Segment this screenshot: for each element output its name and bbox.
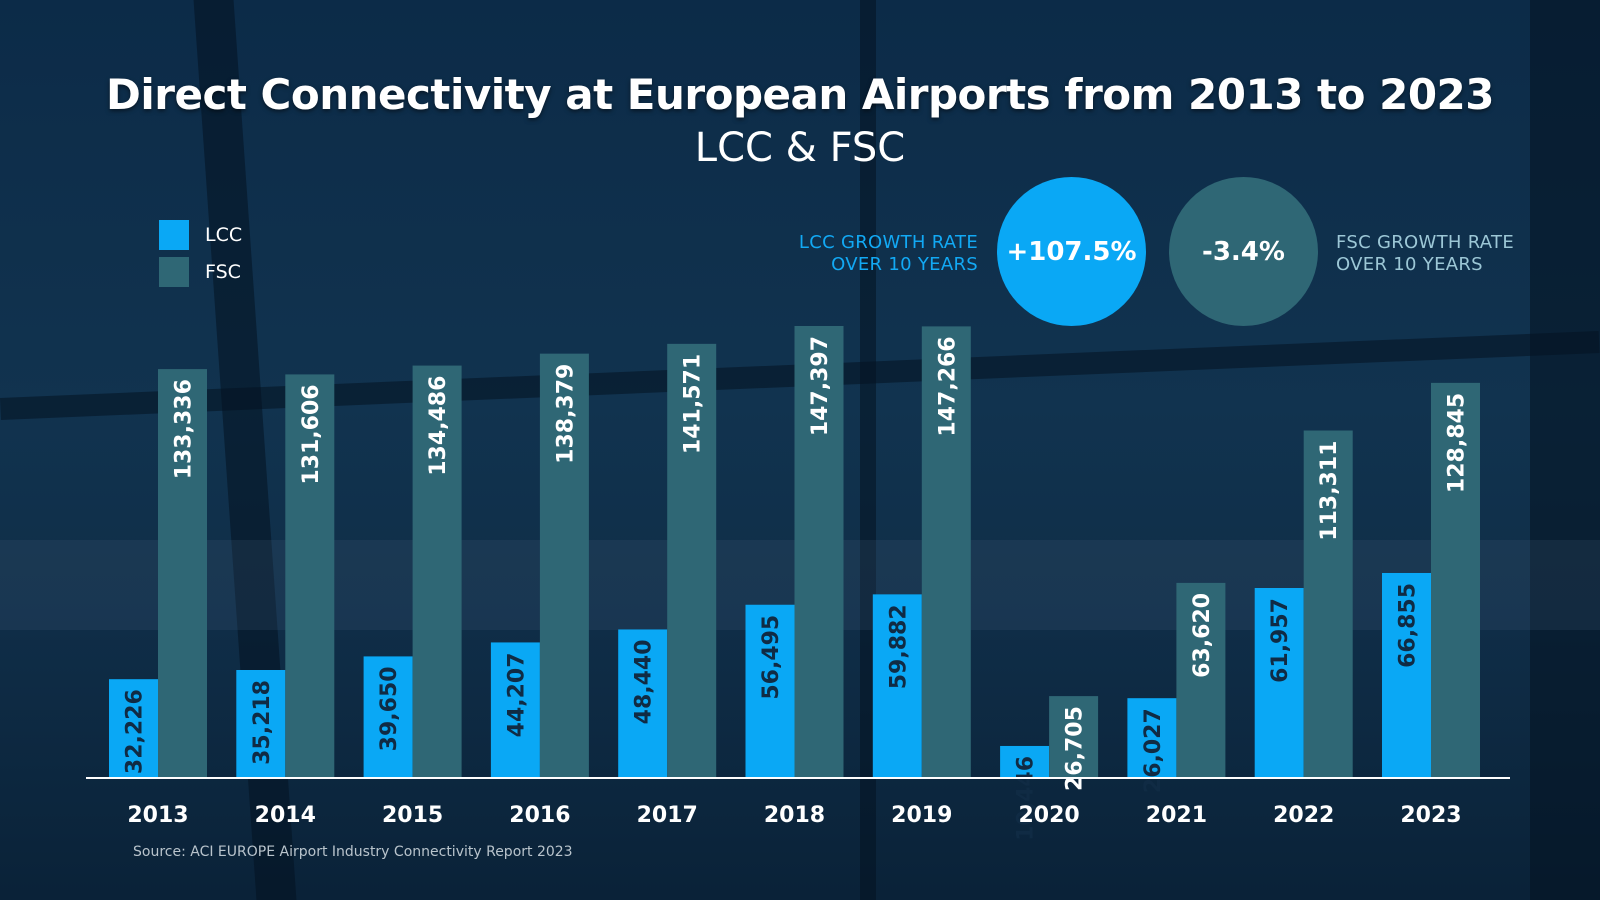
- bar-lcc-2017: [618, 629, 668, 778]
- window-frame-decoration: [860, 0, 876, 900]
- bar-lcc-2013: [109, 679, 158, 778]
- bar-lcc-2019: [872, 594, 922, 778]
- lcc-growth-caption-line1: LCC GROWTH RATE: [798, 232, 978, 253]
- value-label-lcc-2022: 61,957: [1268, 598, 1293, 683]
- value-label-lcc-2015: 39,650: [377, 666, 402, 751]
- x-tick-label-2013: 2013: [127, 803, 188, 828]
- x-tick-label-2021: 2021: [1146, 803, 1207, 828]
- value-label-lcc-2021: 26,027: [1141, 708, 1166, 793]
- value-label-fsc-2023: 128,845: [1445, 393, 1470, 493]
- fsc-growth-caption-line2: OVER 10 YEARS: [1336, 254, 1483, 275]
- bar-fsc-2013: [158, 369, 207, 778]
- lcc-growth-caption-line2: OVER 10 YEARS: [831, 254, 978, 275]
- value-label-lcc-2016: 44,207: [504, 652, 529, 737]
- bar-lcc-2021: [1127, 698, 1177, 778]
- bar-value-labels: 32,226 133,336 35,218 131,606 39,650 134,486 4…: [123, 336, 1470, 841]
- bar-fsc-2015: [412, 365, 462, 778]
- legend-swatch-lcc: [159, 220, 189, 250]
- bar-lcc-2023: [1382, 572, 1431, 778]
- x-tick-label-2015: 2015: [382, 803, 443, 828]
- bar-fsc-2019: [921, 326, 971, 778]
- bar-fsc-2020: [1049, 696, 1099, 778]
- x-axis-tick-labels: 2013 2014 2015 2016 2017 2018 2019 2020 2021 2022…: [127, 803, 1461, 828]
- value-label-fsc-2020: 26,705: [1063, 706, 1088, 791]
- bar-fsc-2022: [1303, 430, 1353, 778]
- value-label-fsc-2016: 138,379: [553, 364, 578, 464]
- bar-lcc-2020: [1000, 745, 1050, 778]
- value-label-lcc-2014: 35,218: [250, 680, 275, 765]
- lcc-growth-badge: +107.5%: [997, 177, 1146, 326]
- legend-label-fsc: FSC: [205, 261, 241, 283]
- legend-item-lcc: LCC: [159, 220, 242, 250]
- x-tick-label-2014: 2014: [255, 803, 316, 828]
- bar-fsc-2016: [539, 353, 589, 778]
- bar-fsc-2021: [1176, 582, 1226, 778]
- value-label-fsc-2022: 113,311: [1317, 441, 1342, 541]
- x-tick-label-2020: 2020: [1018, 803, 1079, 828]
- value-label-fsc-2014: 131,606: [299, 384, 324, 484]
- bars: [109, 325, 1480, 778]
- x-tick-label-2019: 2019: [891, 803, 952, 828]
- x-tick-label-2017: 2017: [637, 803, 698, 828]
- source-note: Source: ACI EUROPE Airport Industry Conn…: [133, 844, 573, 860]
- bar-fsc-2017: [667, 343, 717, 778]
- fsc-growth-badge: -3.4%: [1169, 177, 1318, 326]
- value-label-lcc-2023: 66,855: [1396, 583, 1421, 668]
- value-label-lcc-2013: 32,226: [123, 689, 148, 774]
- fsc-growth-caption-line1: FSC GROWTH RATE: [1336, 232, 1514, 253]
- x-tick-label-2018: 2018: [764, 803, 825, 828]
- bar-lcc-2015: [363, 656, 413, 778]
- chart-title: Direct Connectivity at European Airports…: [106, 70, 1495, 119]
- bar-lcc-2014: [236, 669, 286, 778]
- lcc-growth-caption: LCC GROWTH RATE OVER 10 YEARS: [799, 232, 978, 276]
- value-label-fsc-2015: 134,486: [426, 376, 451, 476]
- x-tick-label-2023: 2023: [1400, 803, 1461, 828]
- legend-label-lcc: LCC: [205, 224, 243, 246]
- bar-lcc-2016: [490, 642, 540, 778]
- value-label-lcc-2020: 10,446: [1014, 756, 1039, 841]
- value-label-fsc-2013: 133,336: [172, 379, 197, 479]
- bar-fsc-2014: [285, 374, 335, 778]
- value-label-fsc-2019: 147,266: [935, 336, 960, 436]
- fsc-growth-value: -3.4%: [1202, 236, 1285, 267]
- chart-subtitle: LCC & FSC: [694, 125, 906, 171]
- bar-lcc-2018: [745, 604, 795, 778]
- fsc-growth-caption: FSC GROWTH RATE OVER 10 YEARS: [1336, 232, 1514, 276]
- bar-fsc-2023: [1431, 382, 1480, 778]
- value-label-lcc-2019: 59,882: [886, 604, 911, 689]
- bar-fsc-2018: [794, 325, 844, 778]
- legend-item-fsc: FSC: [159, 257, 241, 287]
- lcc-growth-value: +107.5%: [1006, 236, 1137, 267]
- x-tick-label-2022: 2022: [1273, 803, 1334, 828]
- value-label-fsc-2018: 147,397: [808, 336, 833, 436]
- legend-swatch-fsc: [159, 257, 189, 287]
- value-label-lcc-2018: 56,495: [759, 615, 784, 700]
- x-tick-label-2016: 2016: [509, 803, 570, 828]
- value-label-fsc-2021: 63,620: [1190, 593, 1215, 678]
- window-frame-decoration: [1530, 0, 1600, 900]
- bar-lcc-2022: [1254, 587, 1304, 778]
- value-label-lcc-2017: 48,440: [632, 639, 657, 724]
- value-label-fsc-2017: 141,571: [681, 354, 706, 454]
